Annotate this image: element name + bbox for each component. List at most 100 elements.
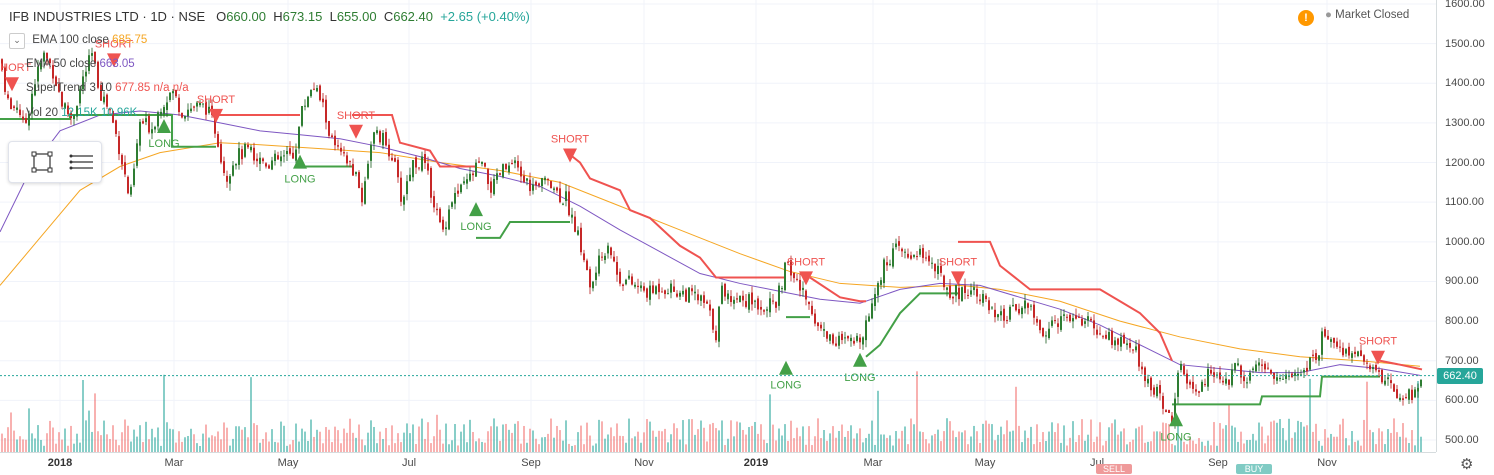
candle-body [769,298,771,313]
candle-body [805,290,807,300]
volume-bar [499,440,501,452]
candle-body [157,112,159,127]
indicator-value-3: n/a [172,82,189,94]
volume-bar [106,434,108,452]
candle-body [229,176,231,184]
volume-bar [442,443,444,452]
volume-bar [844,436,846,452]
volume-bar [334,426,336,452]
volume-bar [715,428,717,452]
candle-body [1090,318,1092,321]
candle-body [1,59,3,70]
volume-bar [73,443,75,452]
volume-bar [1384,444,1386,452]
sell-button[interactable]: SELL [1096,464,1132,474]
candle-body [1042,328,1044,337]
candle-body [1408,389,1410,400]
candle-body [709,304,711,311]
candle-body [835,343,837,346]
volume-bar [1339,424,1341,452]
volume-bar [160,445,162,452]
volume-bar [1117,434,1119,452]
chart-area[interactable]: SHORT SHORT LONG SHORT LONG SHORT SHORT LONG SHO… [0,0,1436,452]
volume-bar [622,436,624,452]
volume-bar [1087,434,1089,452]
candle-body [481,161,483,164]
price-chart[interactable]: SHORT SHORT LONG SHORT LONG SHORT SHORT LONG SHO… [0,0,1436,452]
candle-body [1276,377,1278,381]
volume-bar [1237,441,1239,452]
candle-body [736,298,738,300]
settings-gear-icon[interactable]: ⚙ [1460,456,1474,473]
volume-bar [115,439,117,452]
volume-bar [61,439,63,452]
candle-body [1111,330,1113,345]
volume-bar [1069,437,1071,452]
rectangle-select-icon[interactable] [29,149,55,175]
volume-bar [1300,422,1302,452]
volume-bar [259,442,261,452]
candle-body [982,293,984,303]
volume-bar [127,425,129,452]
menu-lines-icon[interactable] [67,149,93,175]
volume-bar [1405,437,1407,452]
volume-bar [838,431,840,452]
volume-bar [580,425,582,452]
volume-bar [646,419,648,452]
volume-bar [820,438,822,452]
candle-body [1342,347,1344,356]
volume-bar [1018,425,1020,452]
volume-bar [505,423,507,452]
time-axis[interactable]: 2018 Mar May Jul Sep Nov 2019 Mar May Jul Sep Nov [0,452,1436,475]
candle-body [433,196,435,208]
volume-bar [784,424,786,452]
volume-bar [832,426,834,452]
market-status-label: Market Closed [1335,9,1410,21]
candle-body [685,289,687,302]
indicator-value: 12.15K [61,107,98,119]
candle-body [118,136,120,155]
volume-bar [262,438,264,452]
buy-button[interactable]: BUY [1236,464,1272,474]
candle-body [145,118,147,122]
volume-bar [967,444,969,452]
volume-bar [43,445,45,452]
volume-bar [1333,436,1335,452]
long-arrow-icon [779,360,793,375]
candle-body [1102,336,1104,338]
indicator-supertrend[interactable]: SuperTrend 3 10 677.85 n/a n/a [26,82,189,94]
candle-body [1279,377,1281,379]
candle-body [628,275,630,279]
indicator-ema50[interactable]: EMA 50 close 663.05 [26,58,135,70]
time-tick-label: Nov [634,457,654,469]
candle-body [838,335,840,346]
candle-body [688,287,690,303]
volume-bar [760,424,762,452]
indicator-volume[interactable]: Vol 20 12.15K 10.96K [26,107,137,119]
volume-bar [907,444,909,452]
volume-bar [1072,421,1074,452]
warning-icon[interactable]: ! [1298,10,1314,26]
candle-body [634,284,636,287]
chevron-down-icon[interactable]: ⌄ [9,33,25,49]
indicator-ema100[interactable]: ⌄ EMA 100 close 685.75 [9,33,147,49]
volume-bar [868,433,870,452]
volume-bar [34,438,36,452]
candle-body [508,165,510,173]
candle-body [880,280,882,285]
candle-body [994,309,996,318]
candle-body [1264,363,1266,370]
candle-body [436,208,438,211]
volume-bar [361,439,363,452]
volume-bar [685,444,687,452]
candle-body [901,248,903,252]
candle-body [1045,335,1047,337]
candle-body [439,208,441,223]
volume-bar [322,443,324,452]
candle-body [214,113,216,134]
candle-body [319,85,321,101]
price-axis[interactable]: 1600.00 1500.00 1400.00 1300.00 1200.00 1100.… [1436,0,1494,452]
short-arrow-icon [5,77,19,92]
volume-bar [310,419,312,452]
candle-body [1369,365,1371,370]
